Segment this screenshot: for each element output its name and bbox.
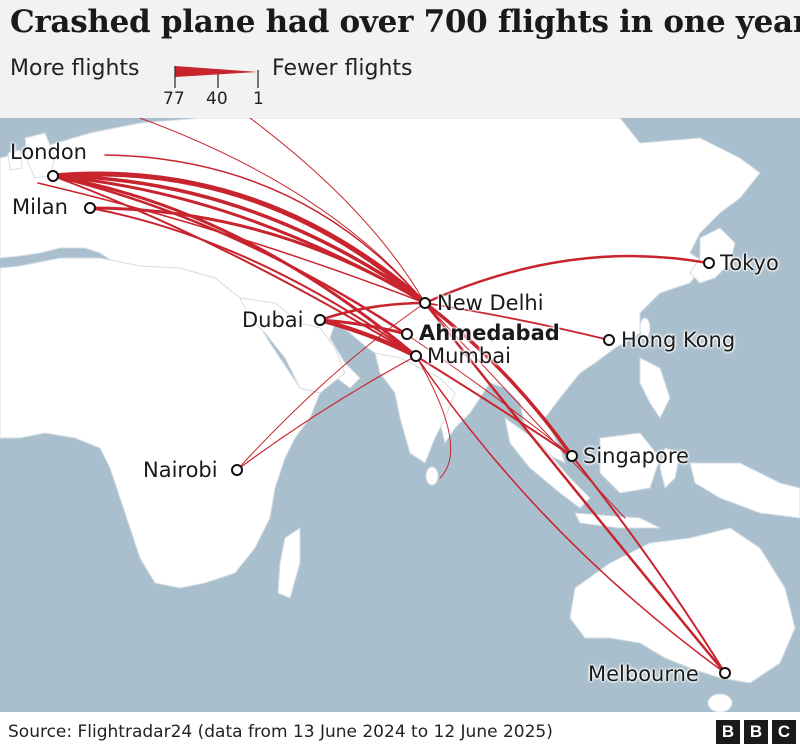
marker-dubai xyxy=(314,314,326,326)
label-hong-kong: Hong Kong xyxy=(621,328,736,352)
land xyxy=(0,118,800,712)
route-delhi-singapore xyxy=(423,301,574,458)
legend-fewer-label: Fewer flights xyxy=(272,56,413,81)
label-nairobi: Nairobi xyxy=(143,458,218,482)
madagascar-land xyxy=(277,527,301,599)
label-melbourne: Melbourne xyxy=(588,662,699,686)
footer: Source: Flightradar24 (data from 13 June… xyxy=(0,712,800,752)
borneo-land xyxy=(599,432,661,494)
route-london-delhi xyxy=(50,171,428,306)
route-north-delhi xyxy=(249,118,426,304)
label-london: London xyxy=(10,140,87,164)
india-land xyxy=(374,352,456,464)
route-nairobi-mumbai xyxy=(236,355,417,471)
legend-tick-label-77: 77 xyxy=(163,89,185,109)
label-new-delhi: New Delhi xyxy=(437,291,544,315)
flight-routes xyxy=(37,118,727,675)
route-delhi-hongkong xyxy=(424,302,610,341)
label-mumbai: Mumbai xyxy=(427,344,511,368)
route-london-ahmedabad xyxy=(51,174,408,336)
route-dubai-ahmedabad xyxy=(318,318,408,336)
route-nairobi-delhi xyxy=(236,302,426,471)
chart-title: Crashed plane had over 700 flights in on… xyxy=(10,4,800,40)
route-mumbai-south xyxy=(415,355,452,479)
header: Crashed plane had over 700 flights in on… xyxy=(0,0,800,118)
label-ahmedabad: Ahmedabad xyxy=(419,321,560,345)
marker-milan xyxy=(84,202,96,214)
arabia-land xyxy=(239,297,346,394)
source-note: Source: Flightradar24 (data from 13 June… xyxy=(8,722,553,742)
marker-london xyxy=(47,170,59,182)
bbc-logo: B B C xyxy=(716,720,796,744)
legend-tick-label-1: 1 xyxy=(253,89,264,109)
route-mumbai-singapore xyxy=(415,355,573,457)
route-north-delhi-2 xyxy=(139,118,426,304)
label-singapore: Singapore xyxy=(583,444,689,468)
marker-melbourne xyxy=(719,667,731,679)
route-mumbai-melbourne xyxy=(415,355,726,674)
city-markers xyxy=(47,170,731,679)
marker-tokyo xyxy=(703,257,715,269)
legend-more-label: More flights xyxy=(10,56,140,81)
marker-ahmedabad xyxy=(401,328,413,340)
route-delhi-indonesia xyxy=(424,302,626,519)
marker-singapore xyxy=(566,450,578,462)
route-milan-delhi xyxy=(88,206,427,305)
legend-wedge xyxy=(175,66,258,77)
route-map: London Milan Tokyo New Delhi Dubai Ahmed… xyxy=(0,118,800,712)
philippines-land xyxy=(639,357,671,419)
label-tokyo: Tokyo xyxy=(720,251,779,275)
route-ahmedabad-singapore xyxy=(405,333,573,457)
sumatra-land xyxy=(504,416,591,509)
marker-mumbai xyxy=(410,350,422,362)
bbc-logo-letter-3: C xyxy=(772,720,796,744)
flight-volume-legend xyxy=(174,66,259,88)
marker-nairobi xyxy=(231,464,243,476)
new-guinea-land xyxy=(689,462,800,519)
ireland-land xyxy=(7,149,23,171)
route-dubai-delhi xyxy=(318,301,427,322)
sulawesi-land xyxy=(659,447,681,489)
marker-hong-kong xyxy=(603,334,615,346)
japan-land xyxy=(689,227,736,284)
label-dubai: Dubai xyxy=(242,308,304,332)
map-svg xyxy=(0,118,800,712)
route-london-delhi-2 xyxy=(51,174,427,305)
bbc-logo-letter-2: B xyxy=(744,720,768,744)
africa-land xyxy=(0,257,321,589)
label-milan: Milan xyxy=(12,195,68,219)
route-delhi-melbourne xyxy=(423,301,727,675)
marker-new-delhi xyxy=(419,297,431,309)
legend-tick-label-40: 40 xyxy=(206,89,228,109)
bbc-logo-letter-1: B xyxy=(716,720,740,744)
route-london-light-2 xyxy=(37,182,426,304)
route-delhi-tokyo xyxy=(423,254,710,305)
route-dubai-mumbai xyxy=(317,317,419,359)
route-london-delhi-light xyxy=(104,154,426,304)
